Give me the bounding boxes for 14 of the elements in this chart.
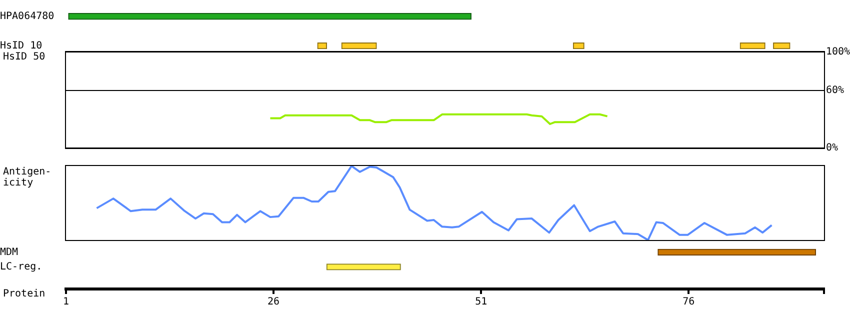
- x-tick-label: 26: [268, 296, 280, 308]
- y-tick-label: HsID 10: [0, 40, 42, 52]
- x-axis-title: Protein: [3, 288, 46, 300]
- y-tick-label: HPA064780: [0, 10, 54, 22]
- x-tick-label: 51: [475, 296, 488, 308]
- x-tick-label: 76: [682, 296, 695, 308]
- y-tick-label: 0%: [826, 142, 838, 154]
- chart-title: HsID 50: [3, 52, 46, 63]
- y-axis-title: Antigen-icity: [3, 166, 52, 189]
- y-tick-label: 60%: [826, 84, 844, 96]
- x-tick-label: 1: [62, 296, 70, 308]
- y-tick-label: LC-reg.: [0, 261, 42, 272]
- y-tick-label: MDM: [0, 246, 18, 258]
- y-tick-label: 100%: [826, 46, 850, 58]
